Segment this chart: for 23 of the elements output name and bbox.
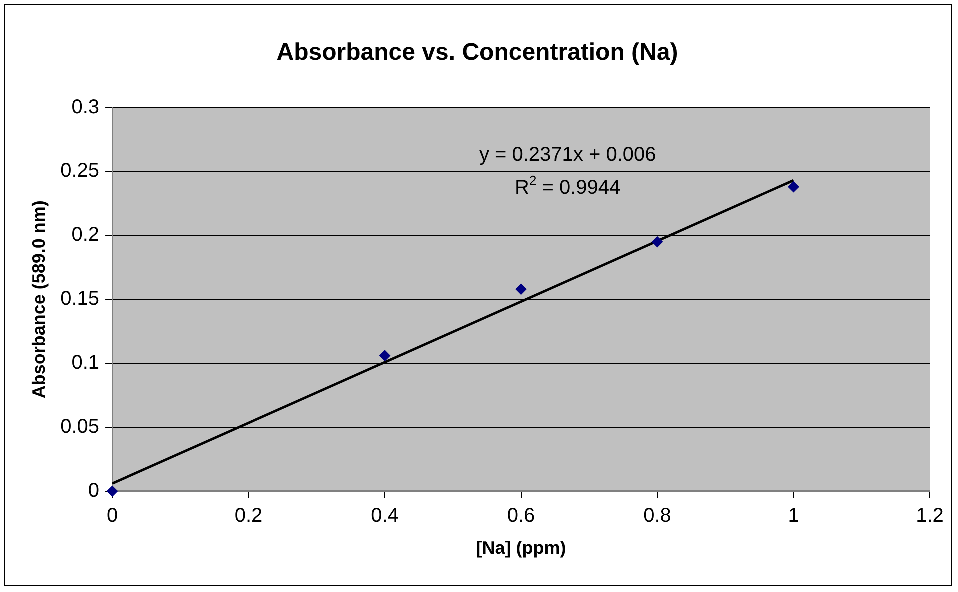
point — [107, 486, 118, 497]
chart-title: Absorbance vs. Concentration (Na) — [276, 39, 678, 66]
y-tick-label: 0.25 — [60, 160, 100, 182]
point — [788, 182, 800, 193]
annotation: y = 0.2371x + 0.006 — [479, 144, 656, 166]
x-axis-title: [Na] (ppm) — [476, 538, 566, 558]
x-tick-label: 0.4 — [371, 504, 399, 527]
x-tick-label: 0.2 — [234, 504, 263, 527]
y-tick-label: 0.05 — [60, 416, 100, 438]
y-tick-label: 0 — [88, 480, 100, 502]
y-tick-label: 0.1 — [72, 352, 100, 374]
x-tick-label: 0 — [106, 504, 118, 527]
x-tick-label: 0.8 — [644, 504, 672, 527]
x-tick-label: 1 — [788, 504, 800, 527]
y-axis-title: Absorbance (589.0 nm) — [28, 200, 49, 399]
x-tick-label: 0.6 — [507, 504, 536, 527]
y-tick-label: 0.15 — [60, 288, 100, 310]
point — [652, 236, 664, 248]
y-tick-label: 0.2 — [72, 224, 100, 246]
point — [380, 350, 391, 362]
x-tick-label: 1.2 — [916, 504, 944, 527]
point — [516, 284, 527, 295]
y-tick-label: 0.3 — [72, 96, 100, 118]
